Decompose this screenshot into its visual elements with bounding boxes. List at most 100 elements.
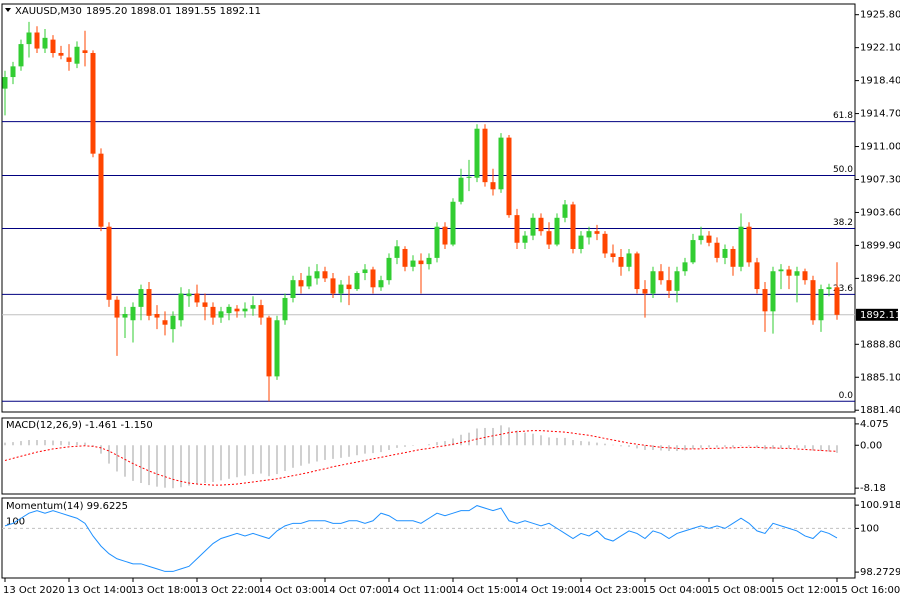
candle-body [834,287,840,315]
candle-body [658,271,664,281]
candle-body [586,231,592,238]
fib-level-label: 0.0 [839,391,854,401]
chart-title: Momentum(14) 99.6225 [6,501,128,512]
candle-body [778,269,784,272]
candle-body [122,314,128,318]
candle-body [618,256,624,267]
candle-body [58,52,64,56]
candle-body [362,269,368,274]
candle-body [298,280,304,287]
candle-body [762,289,768,312]
candle-body [722,248,728,258]
x-tick-label: 14 Oct 19:00 [515,585,580,596]
candle-body [34,32,40,49]
candle-body [546,231,552,245]
chart-title: XAUUSD,M30 [15,6,82,17]
candle-body [82,50,88,53]
candle-body [498,137,504,190]
y-tick-label: -8.18 [860,483,886,494]
candle-body [626,253,632,267]
x-tick-label: 13 Oct 14:00 [67,585,132,596]
candle-body [490,182,496,190]
candle-body [554,217,560,245]
candle-body [66,57,72,62]
candle-body [538,217,544,232]
y-tick-label: 1922.10 [860,43,900,54]
candle-body [610,253,616,257]
candle-body [602,233,608,254]
candle-body [154,314,160,318]
candle-body [706,235,712,243]
y-tick-label: 1888.80 [860,339,900,350]
candle-body [450,201,456,245]
candle-body [306,275,312,287]
candle-body [770,271,776,312]
candle-body [18,44,24,67]
candle-body [650,271,656,294]
candle-body [730,248,736,267]
candle-body [26,32,32,45]
candle-body [738,226,744,267]
candle-body [634,253,640,290]
candle-body [442,226,448,245]
candle-body [786,269,792,276]
candle-body [818,289,824,321]
candle-body [434,226,440,258]
candle-body [10,66,16,78]
candle-body [194,293,200,303]
candle-body [458,177,464,202]
candle-body [642,289,648,294]
candle-body [482,128,488,183]
x-tick-label: 15 Oct 08:00 [707,585,772,596]
candle-body [690,240,696,263]
panel-frame [1,417,856,495]
panel-frame [1,497,856,579]
candle-body [114,299,120,318]
current-price-box [856,308,898,321]
candle-body [178,293,184,321]
candle-body [810,280,816,321]
candle-body [146,289,152,316]
candle-body [202,302,208,307]
x-tick-label: 15 Oct 16:00 [835,585,900,596]
y-tick-label: 1911.00 [860,142,900,153]
candle-body [74,46,80,64]
candle-body [826,287,832,290]
candle-body [570,204,576,249]
candle-body [530,217,536,236]
candle-body [186,293,192,297]
panel-frame [1,3,856,413]
candle-body [106,226,112,300]
y-tick-label: 1881.40 [860,405,900,416]
chart-subtitle: 1895.20 1898.01 1891.55 1892.11 [86,6,261,17]
candle-body [394,246,400,258]
candle-body [218,311,224,318]
candle-body [42,37,48,49]
candle-body [682,262,688,272]
candle-body [474,128,480,178]
candle-body [794,271,800,276]
candle-body [210,306,216,318]
candle-body [802,271,808,281]
y-tick-label: 1903.60 [860,207,900,218]
candle-body [98,153,104,227]
candle-body [314,271,320,279]
candle-body [354,273,360,290]
candle-body [282,297,288,321]
y-tick-label: 1914.70 [860,109,900,120]
fib-level-label: 23.6 [833,284,853,294]
candle-body [170,315,176,330]
candle-body [378,280,384,288]
candle-body [346,284,352,290]
signal-line [4,430,838,486]
candle-body [226,306,232,314]
candle-body [370,269,376,288]
candle-body [594,231,600,234]
candle-body [522,235,528,243]
candle-body [746,226,752,263]
x-tick-label: 13 Oct 22:00 [195,585,260,596]
y-tick-label: 4.075 [860,419,889,430]
candle-body [666,280,672,291]
candle-body [234,308,240,312]
